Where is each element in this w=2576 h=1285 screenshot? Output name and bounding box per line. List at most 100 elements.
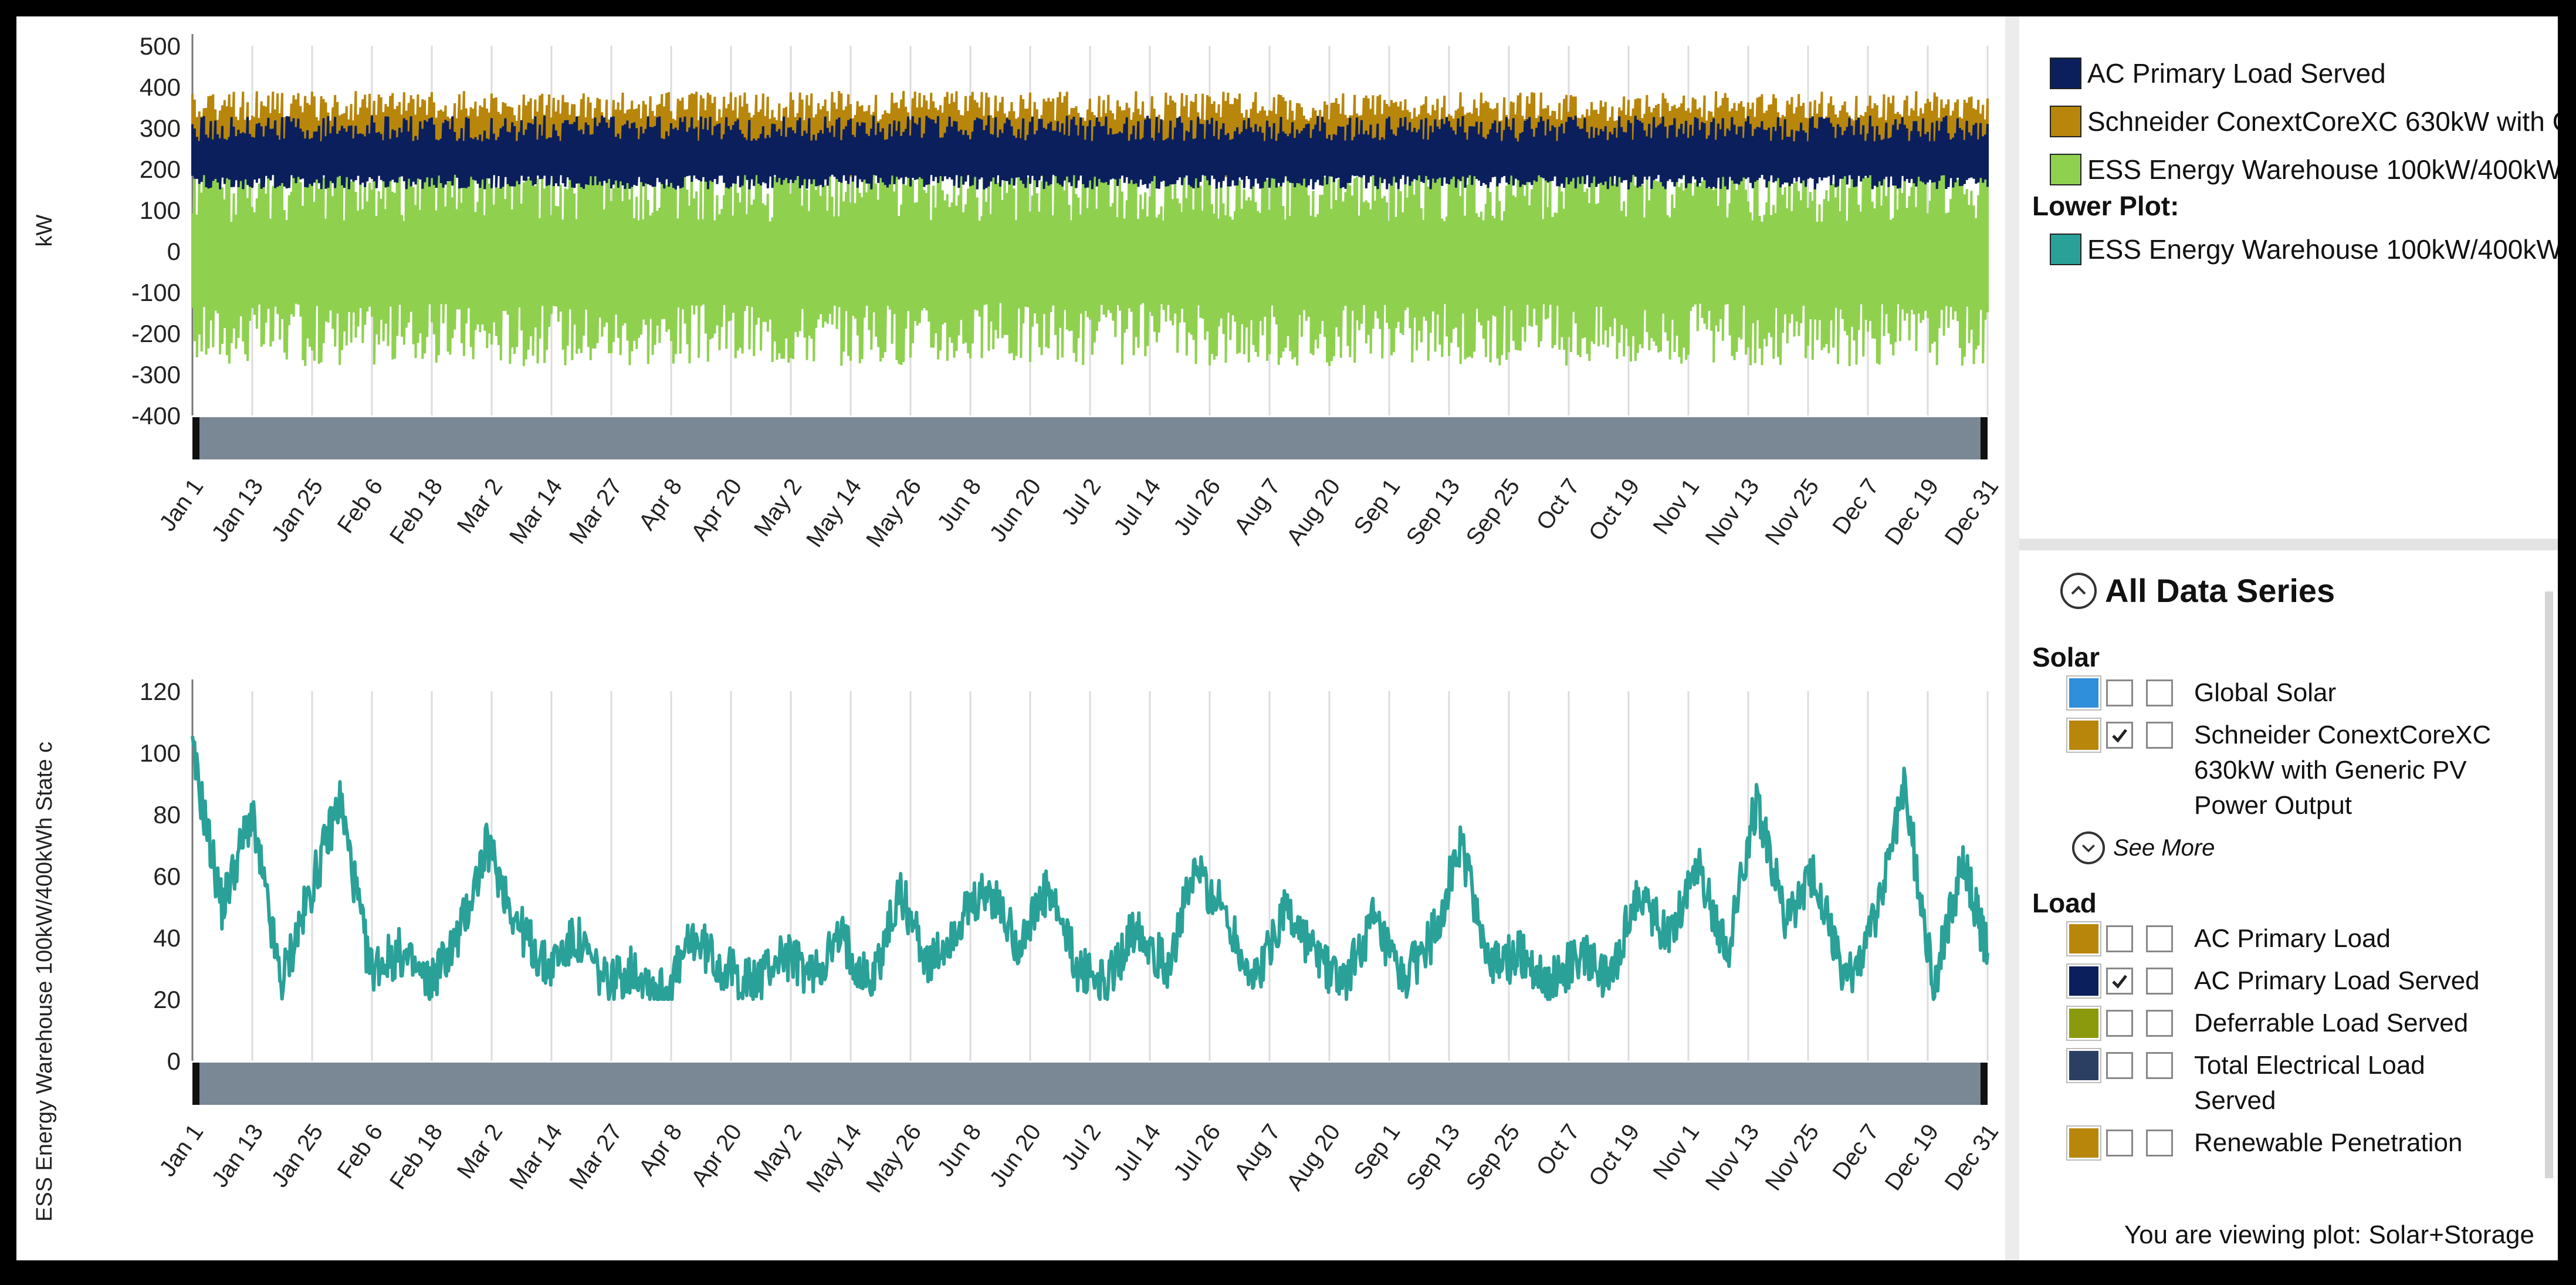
x-tick-label: Feb 18 bbox=[385, 1120, 448, 1194]
y-tick-label: 100 bbox=[140, 197, 181, 224]
series-label: AC Primary Load Served bbox=[2194, 966, 2480, 995]
x-tick-label: Jan 13 bbox=[207, 474, 268, 547]
all-data-series-header[interactable]: All Data Series bbox=[2060, 572, 2335, 610]
x-tick-label: Jul 14 bbox=[1109, 1120, 1166, 1186]
series-label: Schneider ConextCoreXC 630kW with Generi… bbox=[2194, 721, 2492, 820]
chevron-down-icon[interactable] bbox=[2072, 831, 2105, 864]
series-row[interactable]: Total Electrical Load Served bbox=[2066, 1048, 2499, 1118]
x-tick-label: May 14 bbox=[801, 474, 866, 552]
y-tick-label: 500 bbox=[140, 32, 181, 60]
x-tick-label: Oct 19 bbox=[1584, 1120, 1645, 1191]
x-tick-label: May 2 bbox=[749, 474, 807, 541]
x-tick-label: Jun 20 bbox=[984, 1120, 1046, 1192]
legend-label: Schneider ConextCoreXC 630kW with Ge bbox=[2087, 106, 2558, 137]
y-tick-label: 120 bbox=[140, 678, 181, 705]
lower-plot-checkbox[interactable] bbox=[2146, 968, 2173, 995]
y-tick-label: 400 bbox=[140, 73, 181, 101]
x-tick-label: Oct 7 bbox=[1531, 474, 1585, 535]
x-tick-label: Sep 1 bbox=[1349, 474, 1405, 539]
series-color-swatch[interactable] bbox=[2066, 675, 2101, 711]
range-scrollbar bbox=[192, 1063, 1988, 1105]
x-tick-label: Nov 13 bbox=[1701, 474, 1765, 550]
x-tick-label: Mar 27 bbox=[564, 474, 627, 549]
x-tick-label: May 26 bbox=[861, 1120, 926, 1198]
series-row[interactable]: AC Primary Load Served bbox=[2066, 963, 2499, 999]
x-tick-label: Dec 7 bbox=[1827, 474, 1884, 539]
panel-divider[interactable] bbox=[2005, 16, 2019, 1260]
series-color-swatch[interactable] bbox=[2066, 921, 2101, 956]
series-label: Renewable Penetration bbox=[2194, 1128, 2463, 1157]
see-more-button[interactable]: See More bbox=[2072, 831, 2215, 864]
series-color-swatch[interactable] bbox=[2066, 1125, 2101, 1161]
x-tick-label: Jul 2 bbox=[1057, 1120, 1106, 1175]
x-tick-label: Jul 26 bbox=[1169, 1120, 1226, 1186]
y-tick-label: -200 bbox=[131, 320, 181, 347]
range-handle-left bbox=[192, 1063, 199, 1105]
series-color-swatch[interactable] bbox=[2066, 1048, 2101, 1083]
series-scrollbar[interactable] bbox=[2545, 591, 2553, 1178]
upper-plot-checkbox[interactable] bbox=[2106, 722, 2133, 749]
upper-plot-checkbox[interactable] bbox=[2106, 925, 2133, 952]
legend-swatch bbox=[2050, 154, 2081, 185]
legend-swatch bbox=[2050, 234, 2081, 265]
upper-plot-checkbox[interactable] bbox=[2106, 679, 2133, 706]
x-tick-label: Mar 2 bbox=[452, 474, 508, 538]
panel-splitter[interactable] bbox=[2019, 539, 2558, 550]
lower-plot-checkbox[interactable] bbox=[2146, 679, 2173, 706]
y-tick-label: 100 bbox=[140, 739, 181, 767]
series-color-swatch[interactable] bbox=[2066, 718, 2101, 753]
lower-plot-checkbox[interactable] bbox=[2146, 1010, 2173, 1037]
range-handle-right bbox=[1981, 417, 1988, 459]
x-tick-label: Jul 14 bbox=[1109, 474, 1166, 540]
legend-item: AC Primary Load Served bbox=[2050, 53, 2386, 94]
x-tick-label: Nov 13 bbox=[1701, 1120, 1765, 1195]
x-tick-label: Jun 20 bbox=[984, 474, 1046, 547]
legend-item: Schneider ConextCoreXC 630kW with Ge bbox=[2050, 101, 2558, 142]
series-row[interactable]: Deferrable Load Served bbox=[2066, 1006, 2499, 1041]
lower-plot-checkbox[interactable] bbox=[2146, 1130, 2173, 1156]
series-label: AC Primary Load bbox=[2194, 924, 2391, 953]
series-line-soc bbox=[191, 736, 1989, 1001]
x-tick-label: Aug 7 bbox=[1229, 1120, 1285, 1185]
series-row[interactable]: Schneider ConextCoreXC 630kW with Generi… bbox=[2066, 718, 2499, 823]
upper-plot-checkbox[interactable] bbox=[2106, 1052, 2133, 1079]
upper-plot-checkbox[interactable] bbox=[2106, 968, 2133, 995]
lower-plot-checkbox[interactable] bbox=[2146, 1052, 2173, 1079]
x-tick-label: Jun 8 bbox=[932, 474, 986, 536]
x-tick-label: Jun 8 bbox=[932, 1120, 986, 1181]
upper-plot-checkbox[interactable] bbox=[2106, 1130, 2133, 1156]
x-tick-label: Nov 25 bbox=[1761, 474, 1824, 550]
legend-panel: AC Primary Load Served Schneider ConextCo… bbox=[2019, 16, 2558, 539]
x-tick-label: May 26 bbox=[861, 474, 926, 552]
series-row[interactable]: Global Solar bbox=[2066, 675, 2499, 711]
x-tick-label: Mar 2 bbox=[452, 1120, 508, 1183]
legend-swatch bbox=[2050, 58, 2081, 89]
series-group-label: Load bbox=[2032, 888, 2097, 918]
series-label: Total Electrical Load Served bbox=[2194, 1051, 2425, 1115]
data-series-panel: All Data Series Solar Global Solar Schneid… bbox=[2019, 550, 2558, 1260]
x-tick-label: Dec 7 bbox=[1827, 1120, 1884, 1185]
y-tick-label: 200 bbox=[140, 155, 181, 183]
chevron-up-icon[interactable] bbox=[2060, 572, 2097, 609]
upper-plot-checkbox[interactable] bbox=[2106, 1010, 2133, 1037]
y-tick-label: 40 bbox=[153, 924, 181, 952]
x-tick-label: Nov 1 bbox=[1648, 1120, 1704, 1185]
x-tick-label: Sep 25 bbox=[1461, 1120, 1525, 1195]
series-color-swatch[interactable] bbox=[2066, 963, 2101, 999]
x-tick-label: Nov 25 bbox=[1761, 1120, 1824, 1195]
series-row[interactable]: Renewable Penetration bbox=[2066, 1125, 2499, 1161]
x-tick-label: Jan 13 bbox=[207, 1120, 268, 1192]
range-handle-right bbox=[1981, 1063, 1988, 1105]
y-axis-label: kW bbox=[32, 214, 57, 246]
series-row[interactable]: AC Primary Load bbox=[2066, 921, 2499, 956]
lower-plot-checkbox[interactable] bbox=[2146, 925, 2173, 952]
series-color-swatch[interactable] bbox=[2066, 1006, 2101, 1041]
y-tick-label: -400 bbox=[131, 402, 181, 430]
y-axis-label: ESS Energy Warehouse 100kW/400kWh State … bbox=[32, 742, 57, 1222]
x-tick-label: Dec 31 bbox=[1940, 1120, 2004, 1195]
x-tick-label: Mar 14 bbox=[505, 474, 567, 549]
legend-item: ESS Energy Warehouse 100kW/400kWh bbox=[2050, 149, 2558, 190]
x-tick-label: Jan 1 bbox=[154, 1120, 208, 1181]
lower-plot-checkbox[interactable] bbox=[2146, 722, 2173, 749]
